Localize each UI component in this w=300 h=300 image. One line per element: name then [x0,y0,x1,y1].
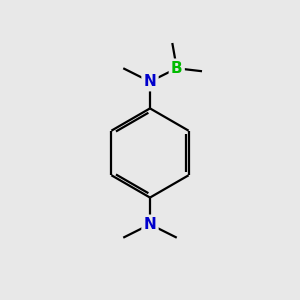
Text: N: N [144,217,156,232]
Text: B: B [171,61,183,76]
Text: N: N [144,74,156,89]
